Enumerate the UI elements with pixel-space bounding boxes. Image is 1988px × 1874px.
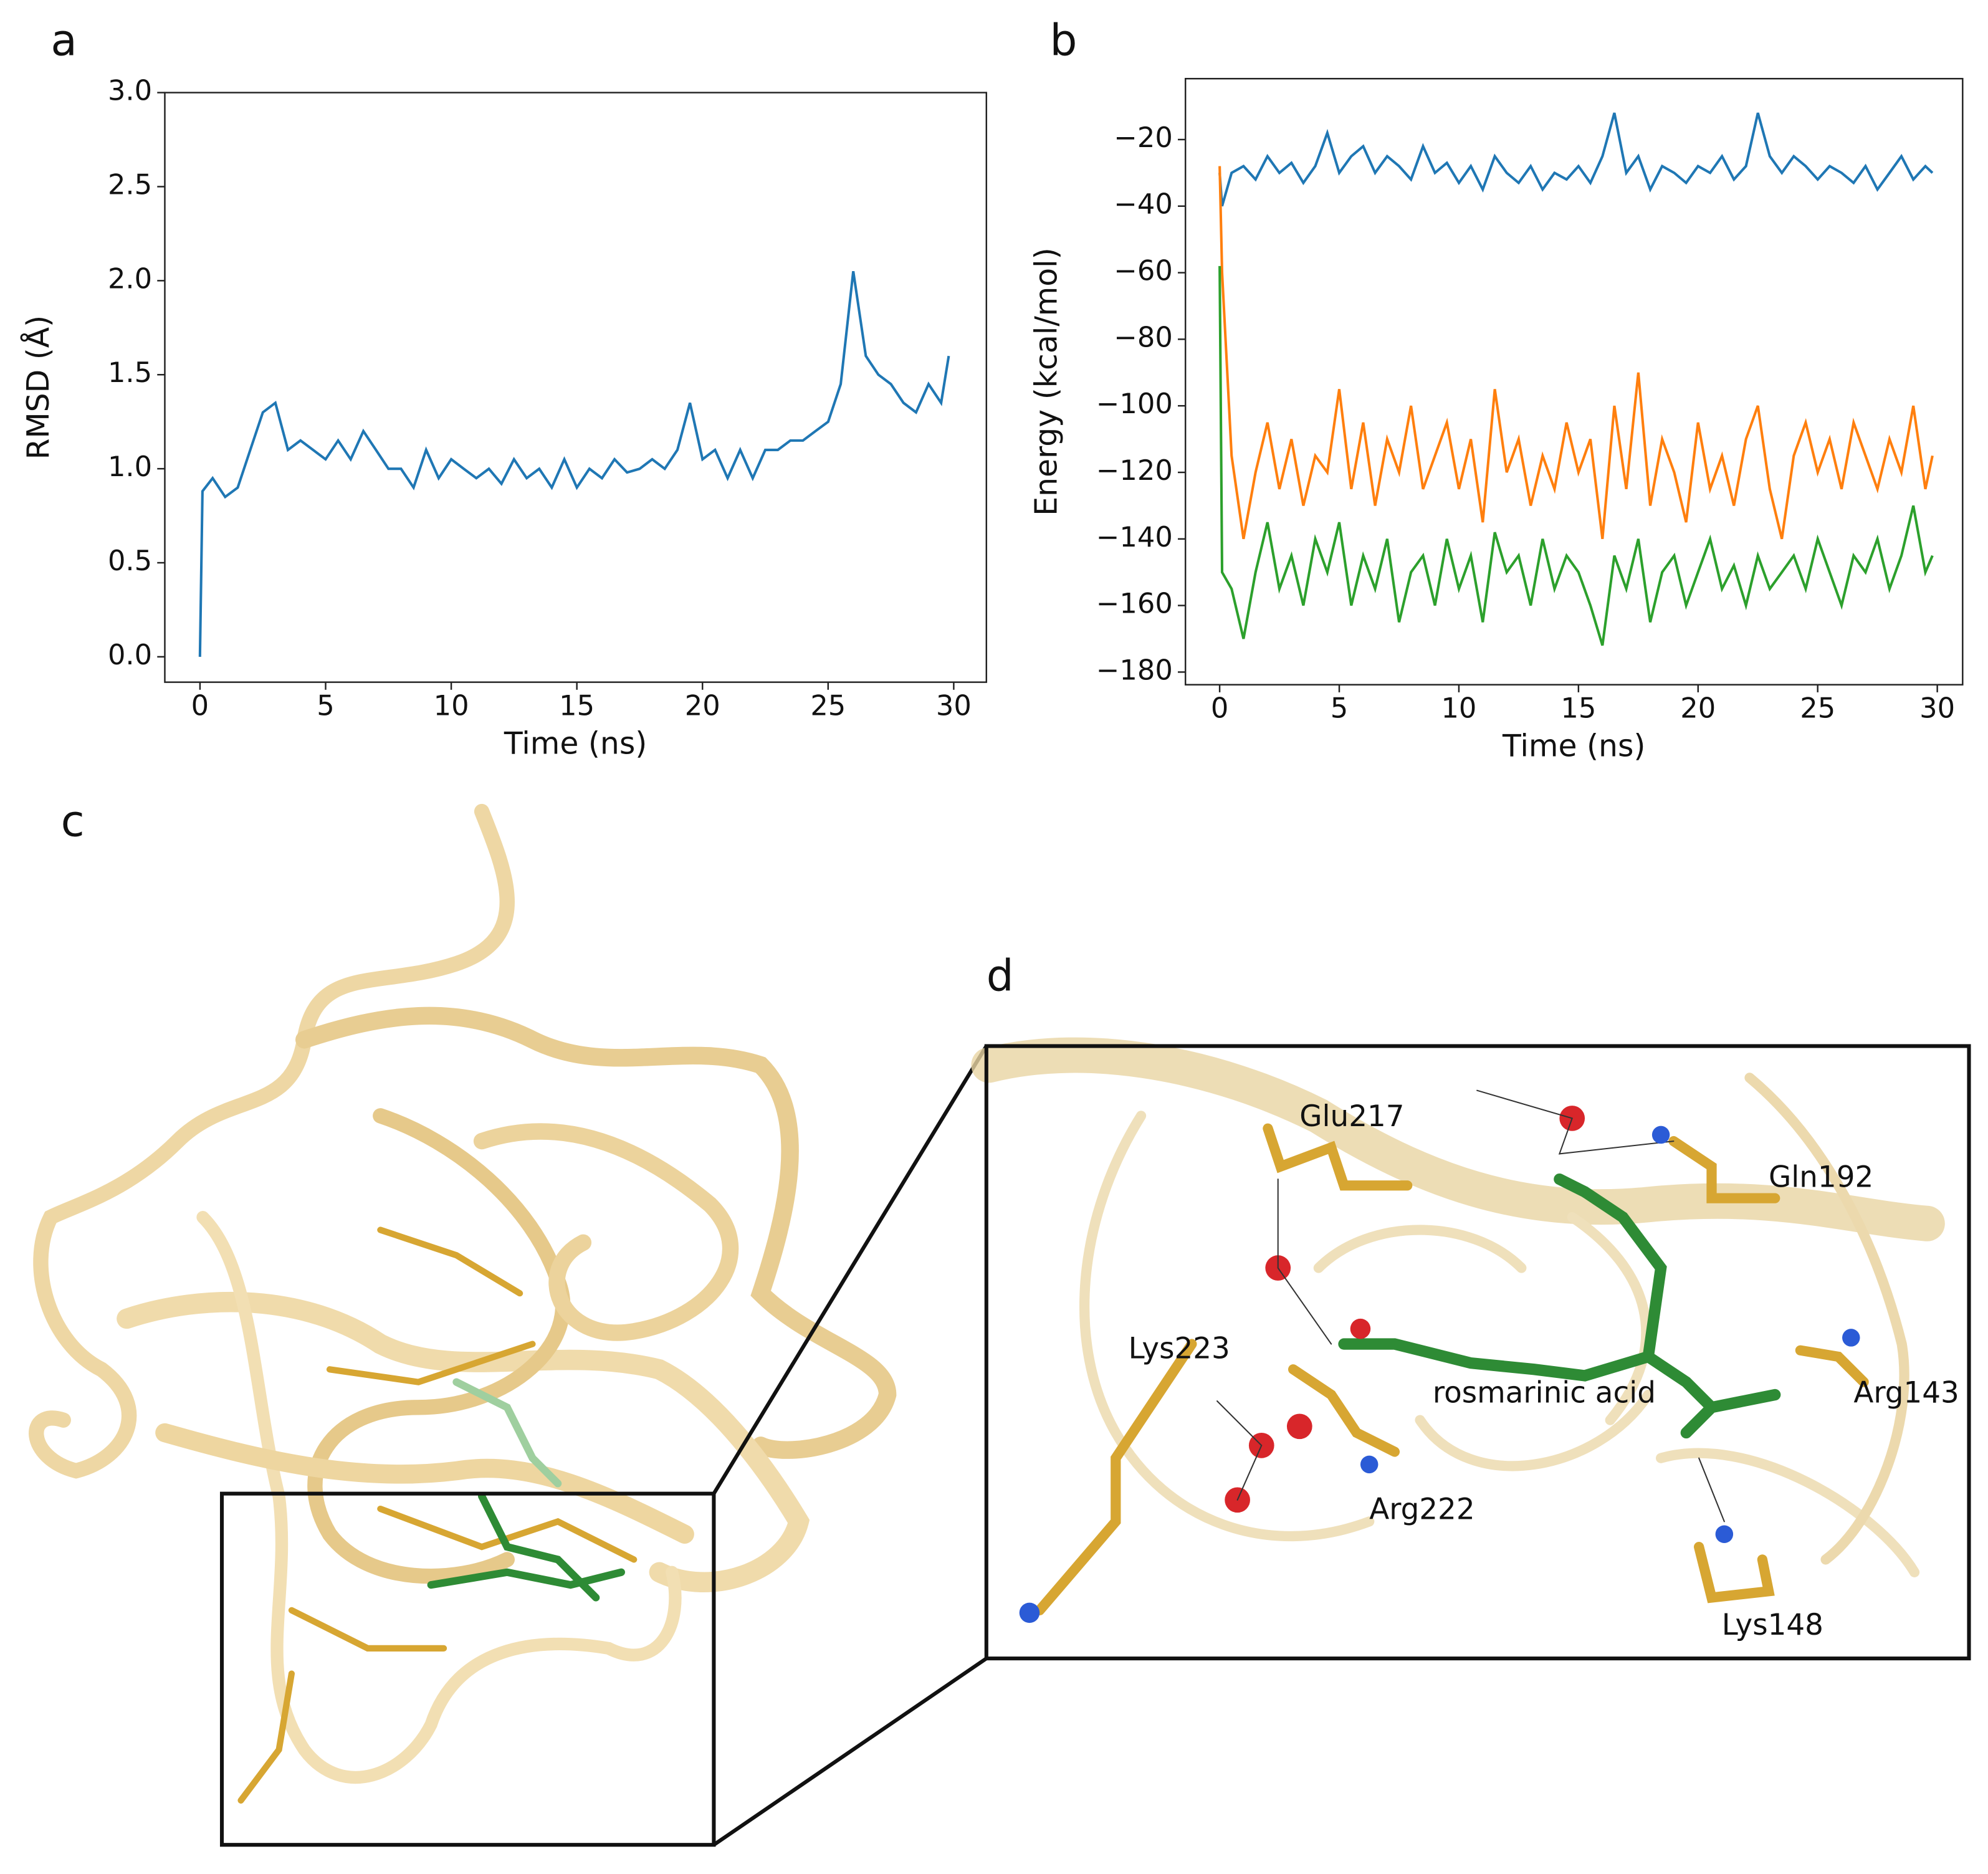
y-tick-label: −60 bbox=[1114, 254, 1172, 287]
zoom-connector bbox=[712, 1656, 988, 1847]
x-tick-label: 5 bbox=[317, 689, 334, 722]
panel-label: d bbox=[987, 952, 1014, 1002]
y-tick-label: 3.0 bbox=[108, 74, 152, 107]
y-tick-label: 1.5 bbox=[108, 356, 152, 389]
x-tick-label: 15 bbox=[1560, 691, 1596, 724]
data-line bbox=[1218, 265, 1934, 646]
y-tick-label: −180 bbox=[1096, 653, 1173, 686]
y-tick-label: −20 bbox=[1114, 121, 1172, 154]
x-tick-label: 25 bbox=[810, 689, 846, 722]
y-tick-label: −120 bbox=[1096, 454, 1173, 487]
residue-label: Gln192 bbox=[1769, 1161, 1873, 1195]
x-tick-label: 5 bbox=[1331, 691, 1348, 724]
x-tick-label: 10 bbox=[1441, 691, 1476, 724]
x-tick-label: 20 bbox=[685, 689, 720, 722]
binding-site bbox=[971, 1037, 1945, 1623]
zoom-box bbox=[219, 1491, 716, 1847]
residue-label: Arg143 bbox=[1853, 1376, 1959, 1410]
y-tick-label: −80 bbox=[1114, 320, 1172, 353]
residue-label: Arg222 bbox=[1369, 1493, 1474, 1527]
x-axis-label: Time (ns) bbox=[504, 725, 647, 761]
y-tick-label: 0.0 bbox=[108, 638, 152, 671]
panel-label: c bbox=[61, 797, 85, 847]
y-tick-label: −100 bbox=[1096, 387, 1173, 420]
x-tick-label: 30 bbox=[1919, 691, 1955, 724]
y-tick-label: 2.5 bbox=[108, 168, 152, 201]
y-tick-label: 0.5 bbox=[108, 544, 152, 577]
y-tick-label: −160 bbox=[1096, 587, 1173, 620]
x-tick-label: 10 bbox=[434, 689, 469, 722]
residue-label: rosmarinic acid bbox=[1433, 1376, 1656, 1410]
x-tick-label: 15 bbox=[559, 689, 595, 722]
x-tick-label: 20 bbox=[1680, 691, 1716, 724]
x-tick-label: 0 bbox=[191, 689, 209, 722]
y-tick-label: 2.0 bbox=[108, 262, 152, 295]
detail-box bbox=[984, 1044, 1971, 1661]
data-line bbox=[1218, 112, 1934, 207]
x-tick-label: 25 bbox=[1800, 691, 1835, 724]
residue-label: Lys148 bbox=[1722, 1609, 1823, 1642]
protein-cartoon bbox=[29, 803, 897, 1804]
y-axis-label: RMSD (Å) bbox=[21, 315, 56, 460]
data-line bbox=[1218, 166, 1934, 540]
y-tick-label: −40 bbox=[1114, 188, 1172, 221]
panel-label: a bbox=[50, 16, 77, 65]
data-line bbox=[198, 270, 950, 657]
y-tick-label: −140 bbox=[1096, 520, 1173, 553]
residue-label: Glu217 bbox=[1299, 1100, 1404, 1134]
panel-label: b bbox=[1050, 16, 1078, 65]
residue-label: Lys223 bbox=[1129, 1332, 1230, 1365]
x-axis-label: Time (ns) bbox=[1502, 728, 1645, 763]
x-tick-label: 30 bbox=[936, 689, 972, 722]
zoom-connector bbox=[712, 1045, 988, 1495]
y-tick-label: 1.0 bbox=[108, 450, 152, 483]
x-tick-label: 0 bbox=[1211, 691, 1228, 724]
y-axis-label: Energy (kcal/mol) bbox=[1028, 247, 1064, 516]
plot-area bbox=[164, 92, 988, 683]
